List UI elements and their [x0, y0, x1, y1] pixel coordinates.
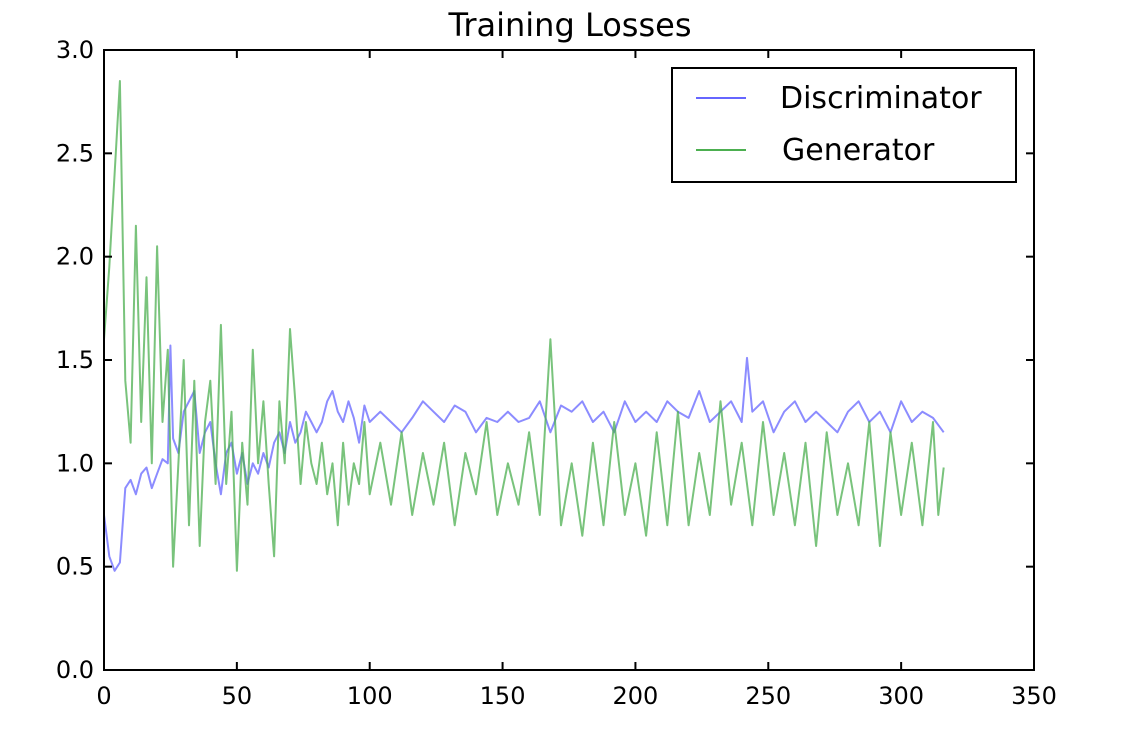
x-tick-label: 150: [480, 682, 526, 710]
y-tick-label: 0.0: [56, 656, 94, 684]
legend-label-generator: Generator: [782, 133, 935, 168]
y-tick-label: 1.5: [56, 346, 94, 374]
x-tick-label: 0: [96, 682, 111, 710]
x-tick-label: 200: [613, 682, 659, 710]
series-line-generator: [103, 80, 945, 572]
y-tick-label: 1.0: [56, 449, 94, 477]
series-line-discriminator: [103, 344, 945, 572]
x-tick-label: 250: [745, 682, 791, 710]
y-tick-label: 2.0: [56, 243, 94, 271]
legend-label-discriminator: Discriminator: [780, 81, 982, 116]
y-tick-label: 2.5: [56, 139, 94, 167]
legend-box: [671, 67, 1017, 183]
x-tick-label: 100: [347, 682, 393, 710]
legend: Discriminator Generator: [671, 67, 1017, 183]
y-tick-label: 3.0: [56, 36, 94, 64]
x-tick-label: 50: [222, 682, 253, 710]
x-tick-label: 350: [1011, 682, 1057, 710]
chart-title: Training Losses: [448, 6, 692, 44]
y-tick-label: 0.5: [56, 553, 94, 581]
x-tick-label: 300: [878, 682, 924, 710]
